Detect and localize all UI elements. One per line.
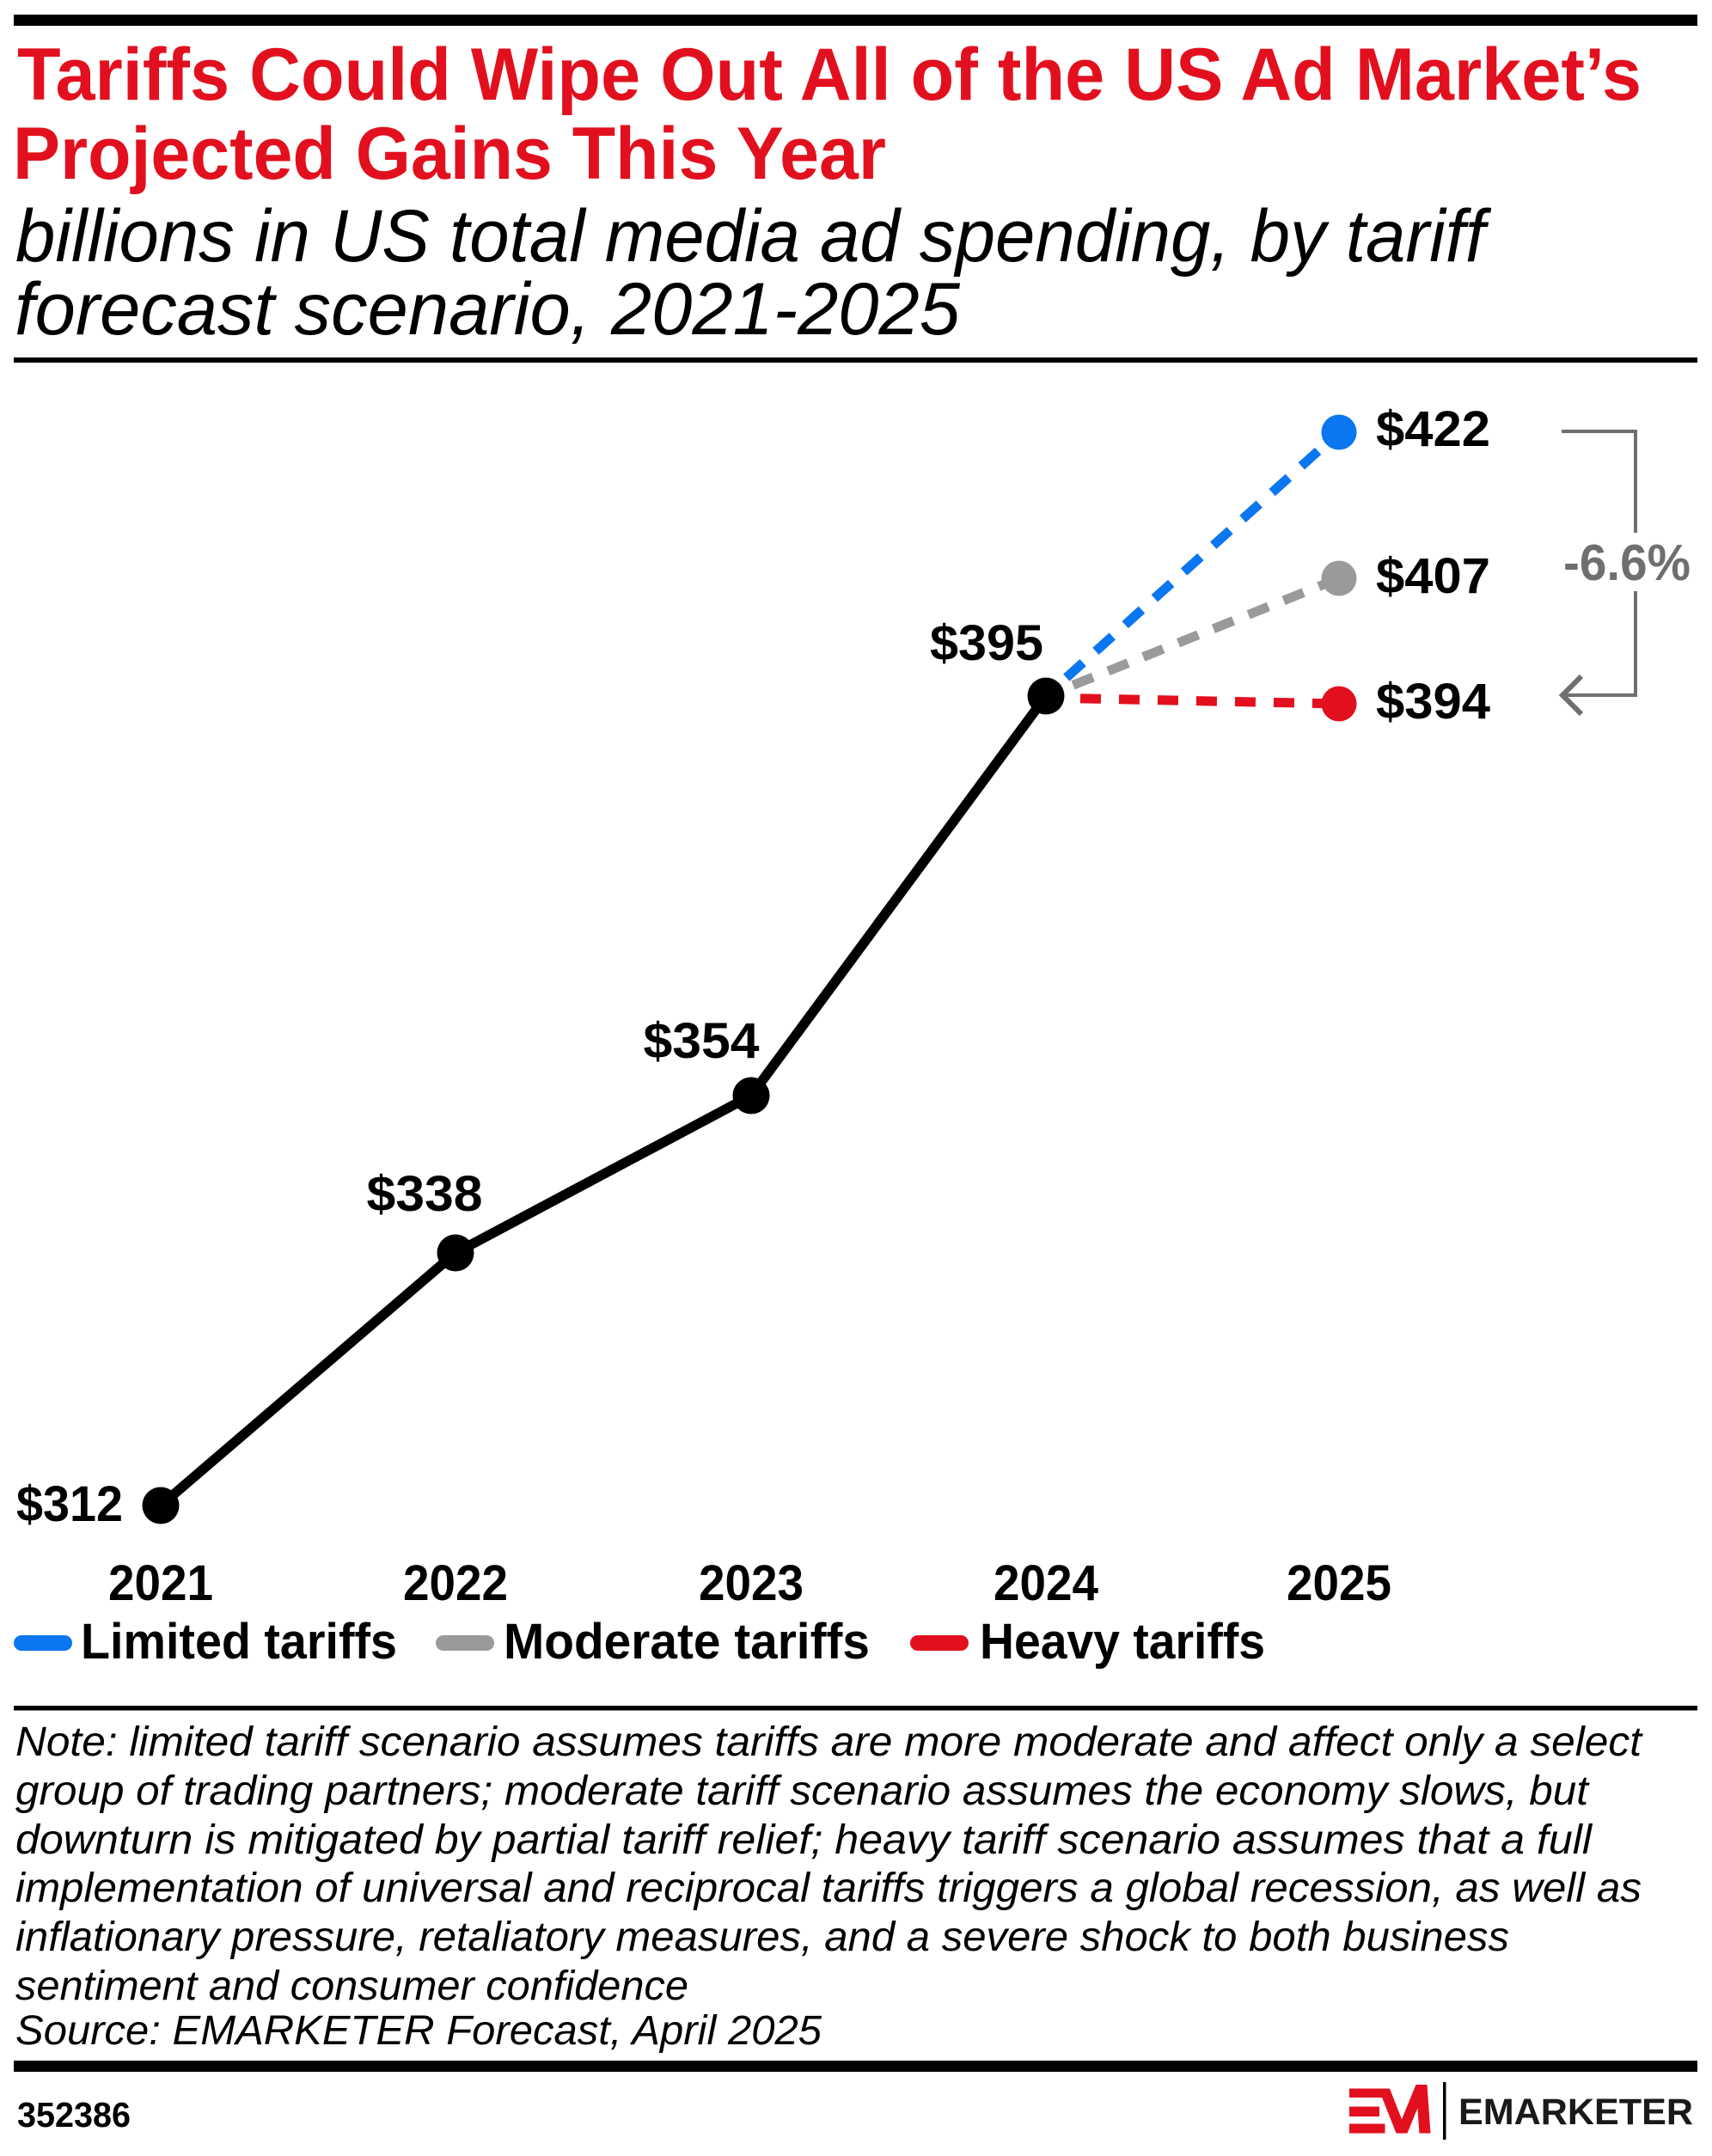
- svg-text:billions in US total media ad: billions in US total media ad spending, …: [15, 195, 1492, 278]
- svg-text:Tariffs Could Wipe Out All of: Tariffs Could Wipe Out All of the US Ad …: [17, 34, 1642, 116]
- svg-text:$312: $312: [16, 1476, 123, 1532]
- svg-text:inflationary pressure, retalia: inflationary pressure, retaliatory measu…: [15, 1915, 1509, 1960]
- svg-text:forecast scenario, 2021-2025: forecast scenario, 2021-2025: [15, 268, 961, 351]
- svg-text:Heavy tariffs: Heavy tariffs: [980, 1614, 1265, 1670]
- svg-text:group of trading partners; mod: group of trading partners; moderate tari…: [15, 1768, 1590, 1814]
- svg-text:Moderate tariffs: Moderate tariffs: [504, 1614, 870, 1670]
- svg-text:sentiment and consumer confide: sentiment and consumer confidence: [15, 1964, 688, 2009]
- svg-text:2025: 2025: [1287, 1555, 1391, 1611]
- svg-text:Limited tariffs: Limited tariffs: [81, 1614, 397, 1670]
- svg-text:$395: $395: [930, 615, 1043, 671]
- svg-text:2022: 2022: [403, 1555, 508, 1611]
- svg-text:$354: $354: [644, 1013, 760, 1069]
- svg-text:implementation of universal an: implementation of universal and reciproc…: [15, 1866, 1642, 1911]
- svg-text:EMARKETER: EMARKETER: [1458, 2092, 1693, 2133]
- svg-text:$407: $407: [1376, 548, 1490, 604]
- svg-text:-6.6%: -6.6%: [1563, 534, 1691, 591]
- svg-text:$338: $338: [367, 1166, 483, 1222]
- svg-text:2023: 2023: [699, 1555, 804, 1611]
- svg-text:352386: 352386: [17, 2095, 131, 2135]
- svg-text:Note: limited tariff scenario: Note: limited tariff scenario assumes ta…: [15, 1719, 1643, 1765]
- svg-text:Projected Gains This Year: Projected Gains This Year: [13, 113, 886, 195]
- svg-text:$422: $422: [1376, 401, 1490, 457]
- svg-text:2021: 2021: [108, 1555, 213, 1611]
- svg-text:Source: EMARKETER Forecast, Ap: Source: EMARKETER Forecast, April 2025: [15, 2008, 822, 2054]
- svg-text:downturn is mitigated by parti: downturn is mitigated by partial tariff …: [15, 1817, 1593, 1863]
- svg-text:$394: $394: [1376, 674, 1490, 730]
- svg-text:2024: 2024: [994, 1555, 1098, 1611]
